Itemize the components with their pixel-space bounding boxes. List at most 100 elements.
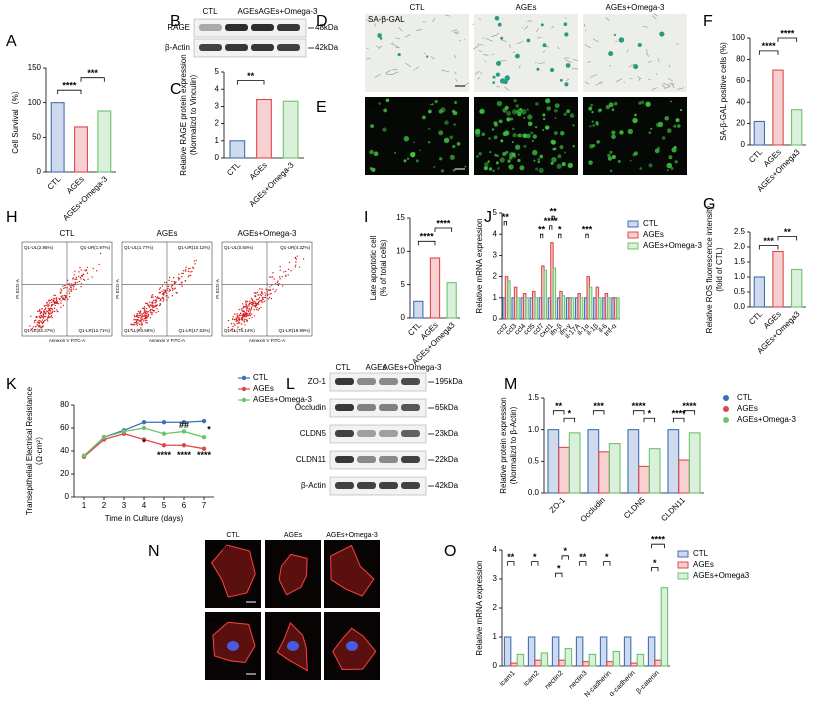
stain-spot — [565, 63, 571, 68]
blot-band — [335, 456, 354, 463]
event-dot — [69, 284, 71, 287]
cell-fiber — [536, 27, 540, 32]
event-dot — [44, 308, 46, 311]
cell-fiber — [590, 74, 598, 78]
event-dot — [247, 314, 250, 316]
bar — [627, 429, 640, 494]
event-dot — [51, 317, 53, 319]
stain-spot — [542, 43, 547, 48]
event-dot — [244, 312, 246, 314]
blot-band — [357, 482, 376, 489]
event-dot — [249, 300, 251, 302]
sig-bracket — [417, 240, 436, 246]
data-point — [201, 446, 207, 451]
bar — [588, 286, 593, 320]
ros-spot — [452, 113, 455, 116]
panel-letter: M — [504, 376, 517, 393]
legend-swatch — [627, 220, 639, 228]
event-dot — [73, 286, 75, 288]
blot-band — [335, 378, 354, 385]
event-dot — [163, 292, 165, 294]
sig-label: * — [605, 552, 609, 562]
cell-fiber — [490, 34, 498, 38]
ros-spot — [496, 100, 503, 107]
event-dot — [146, 316, 148, 318]
event-dot — [60, 296, 63, 298]
cell-fiber — [537, 36, 542, 39]
event-dot — [241, 327, 243, 330]
ros-spot — [410, 151, 416, 158]
cell-fiber — [664, 85, 671, 89]
bar — [660, 587, 669, 667]
blot-column-label: AGEs — [366, 363, 387, 372]
ros-spot — [523, 116, 526, 119]
cell-fiber — [512, 51, 516, 54]
image-row-label: SA-β-GAL — [368, 15, 405, 24]
event-dot — [43, 312, 45, 314]
event-dot — [281, 285, 284, 287]
stain-spot — [613, 33, 616, 37]
event-dot — [251, 313, 253, 315]
quadrant-label: Q1-UL(1.77%) — [124, 245, 154, 250]
quadrant-label: Q1-UL(2.95%) — [24, 245, 54, 250]
event-dot — [64, 294, 66, 297]
event-dot — [159, 287, 162, 289]
x-tick-label: 5 — [162, 501, 167, 510]
sig-label: *** — [763, 236, 774, 246]
cell-fiber — [615, 78, 622, 83]
sig-label: **** — [197, 450, 212, 460]
bar — [525, 297, 529, 320]
ros-spot — [449, 154, 455, 160]
sig-label: **** — [762, 41, 777, 51]
blot-band — [199, 24, 222, 31]
bar — [612, 650, 621, 667]
event-dot — [248, 304, 250, 306]
blot-band — [199, 44, 222, 51]
event-dot — [44, 304, 46, 307]
event-dot — [141, 324, 143, 326]
event-dot — [240, 314, 242, 316]
ros-spot — [590, 103, 594, 107]
ros-spot — [572, 124, 575, 127]
legend-label: CTL — [253, 373, 269, 382]
event-dot — [41, 322, 44, 324]
event-dot — [154, 299, 156, 302]
event-dot — [56, 309, 58, 311]
event-dot — [162, 292, 164, 295]
nucleus — [227, 641, 239, 651]
y-tick-label: 1 — [493, 632, 498, 641]
event-dot — [65, 296, 67, 298]
event-dot — [246, 306, 249, 308]
cell-fiber — [648, 78, 651, 81]
ros-spot — [483, 166, 488, 171]
sig-label: * — [653, 558, 657, 568]
bar — [753, 276, 766, 308]
ros-spot — [495, 161, 499, 165]
event-dot — [64, 284, 66, 287]
event-dot — [235, 317, 237, 320]
quadrant-label: Q1-UL(0.60%) — [224, 245, 254, 250]
event-dot — [66, 279, 69, 282]
event-dot — [279, 269, 281, 272]
blot-row-label: CLDN5 — [300, 429, 327, 438]
event-dot — [277, 280, 279, 282]
blot-size-label: 22kDa — [435, 455, 459, 464]
bar — [575, 636, 584, 667]
event-dot — [259, 293, 262, 296]
event-dot — [248, 317, 251, 320]
event-dot — [171, 280, 173, 283]
event-dot — [193, 260, 196, 262]
event-dot — [68, 282, 70, 285]
event-dot — [45, 307, 47, 309]
cell-fiber — [605, 17, 610, 22]
event-dot — [254, 306, 257, 308]
blot-band — [401, 482, 420, 489]
event-dot — [195, 259, 197, 262]
quadrant-label: Q1-UR(1.97%) — [80, 245, 110, 250]
event-dot — [272, 272, 274, 274]
y-tick-label: 0.5 — [528, 456, 540, 465]
ros-spot — [451, 109, 456, 114]
event-dot — [151, 295, 153, 297]
bar — [534, 659, 542, 667]
ros-spot — [599, 108, 602, 112]
